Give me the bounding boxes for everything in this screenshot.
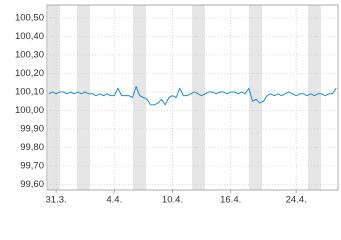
plot-frame bbox=[46, 4, 339, 191]
y-tick-label: 100,50 bbox=[15, 12, 44, 23]
y-tick-label: 99,70 bbox=[20, 160, 44, 171]
y-tick-label: 99,60 bbox=[20, 179, 44, 190]
y-tick-label: 100,40 bbox=[15, 31, 44, 42]
weekend-band bbox=[48, 5, 60, 190]
price-line bbox=[48, 85, 337, 106]
y-tick-label: 100,10 bbox=[15, 86, 44, 97]
page: {"chart_data": {"type": "line", "categor… bbox=[14, 4, 339, 206]
weekend-band bbox=[249, 5, 262, 190]
x-tick-label: 4.4. bbox=[106, 195, 122, 206]
y-tick-label: 100,00 bbox=[15, 105, 44, 116]
weekend-band bbox=[133, 5, 146, 190]
weekend-band bbox=[308, 5, 321, 190]
y-tick-label: 99,90 bbox=[20, 123, 44, 134]
weekend-band bbox=[77, 5, 90, 190]
weekend-band bbox=[192, 5, 205, 190]
weekend-bands bbox=[48, 5, 321, 190]
y-tick-label: 99,80 bbox=[20, 142, 44, 153]
x-tick-label: 31.3. bbox=[46, 195, 67, 206]
y-tick-label: 100,30 bbox=[15, 49, 44, 60]
x-tick-label: 24.4. bbox=[286, 195, 307, 206]
x-tick-label: 16.4. bbox=[220, 195, 241, 206]
y-tick-label: 100,20 bbox=[15, 68, 44, 79]
x-tick-label: 10.4. bbox=[162, 195, 183, 206]
chart: 99,60 99,70 99,80 99,90 100,00 100,10 100,20 10… bbox=[15, 4, 339, 206]
